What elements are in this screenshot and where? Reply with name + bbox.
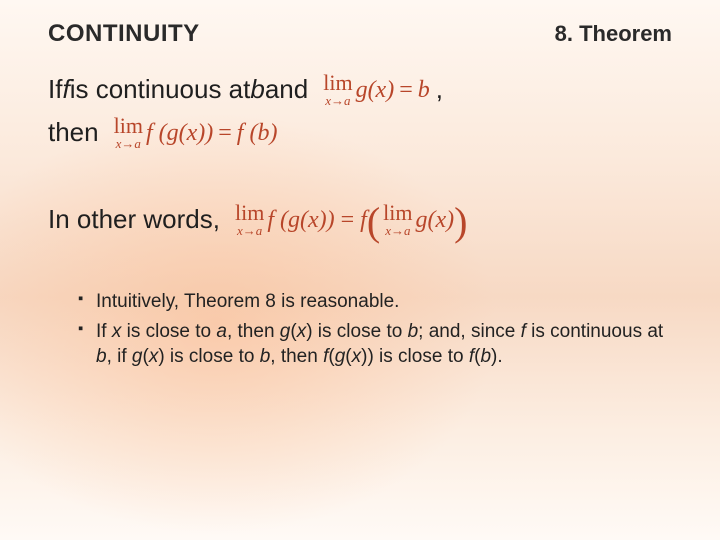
math-lim-gx-eq-b: lim x→a g(x) = b [320,72,430,108]
lim-text: lim [323,72,352,94]
t: )) [361,346,374,367]
lim-sub: x→a [237,224,262,237]
bullet-text: , then [227,321,280,342]
lim-icon: lim x→a [323,72,352,107]
var-g: g [335,346,346,367]
math-b: b [418,72,430,108]
var-f: f [62,70,69,109]
var-x: x [149,346,159,367]
theorem-line-3: In other words, lim x→a f (g(x)) = f ( l… [48,200,672,239]
lim-icon: lim x→a [235,202,264,237]
var-x: x [297,321,307,342]
math-eq: = [218,115,232,151]
big-paren-close-icon: ) [454,208,467,236]
lim-text: lim [383,202,412,224]
slide-subtitle: 8. Theorem [555,21,672,47]
var-g: g [132,346,143,367]
var-b: b [408,321,419,342]
bullet-text: is close to [313,321,408,342]
bullet-text: , then [270,346,323,367]
bullet-list: Intuitively, Theorem 8 is reasonable. If… [48,289,672,370]
var-x: x [112,321,122,342]
text: is continuous at [70,70,251,109]
bullet-text: ; and, since [418,321,520,342]
slide-title: CONTINUITY [48,20,200,48]
bullet-text: , if [107,346,132,367]
var-b: b [250,70,264,109]
big-paren-open-icon: ( [367,208,380,236]
theorem-line-2: then lim x→a f (g(x)) = f (b) [48,113,672,152]
math-fgx: f (g(x)) [267,202,334,238]
bullet-text: Intuitively, Theorem 8 is reasonable. [96,291,399,312]
math-eq: = [341,202,355,238]
bullet-item: If x is close to a, then g(x) is close t… [78,319,672,370]
bullet-text: is close to [374,346,469,367]
math-fgx: f (g(x)) [146,115,213,151]
text: and [265,70,308,109]
header: CONTINUITY 8. Theorem [48,20,672,48]
bullet-text: . [497,346,502,367]
bullet-text: is close to [165,346,260,367]
var-g: g [280,321,291,342]
var-b: b [260,346,271,367]
bullet-text: is continuous at [526,321,663,342]
math-in-other-words: lim x→a f (g(x)) = f ( lim x→a g(x) ) [232,202,468,238]
math-gx: g(x) [416,202,455,238]
text: then [48,113,99,152]
bullet-item: Intuitively, Theorem 8 is reasonable. [78,289,672,315]
math-lim-fgx-eq-fb: lim x→a f (g(x)) = f (b) [111,115,278,151]
lim-text: lim [235,202,264,224]
var-a: a [216,321,227,342]
theorem-line-1: If f is continuous at b and lim x→a g(x)… [48,70,672,109]
var-b: b [480,346,491,367]
math-gx: g(x) [356,72,395,108]
comma: , [436,70,443,109]
math-fb: f (b) [237,115,278,151]
lim-text: lim [114,115,143,137]
math-eq: = [399,72,413,108]
bullet-text: If [96,321,112,342]
var-b: b [96,346,107,367]
text: If [48,70,62,109]
text: In other words, [48,200,220,239]
lim-sub: x→a [116,137,141,150]
bullet-text: is close to [121,321,216,342]
lim-sub: x→a [325,94,350,107]
math-f: f [360,202,367,238]
var-x: x [352,346,362,367]
lim-icon: lim x→a [383,202,412,237]
slide: CONTINUITY 8. Theorem If f is continuous… [0,0,720,540]
lim-icon: lim x→a [114,115,143,150]
lim-sub: x→a [385,224,410,237]
